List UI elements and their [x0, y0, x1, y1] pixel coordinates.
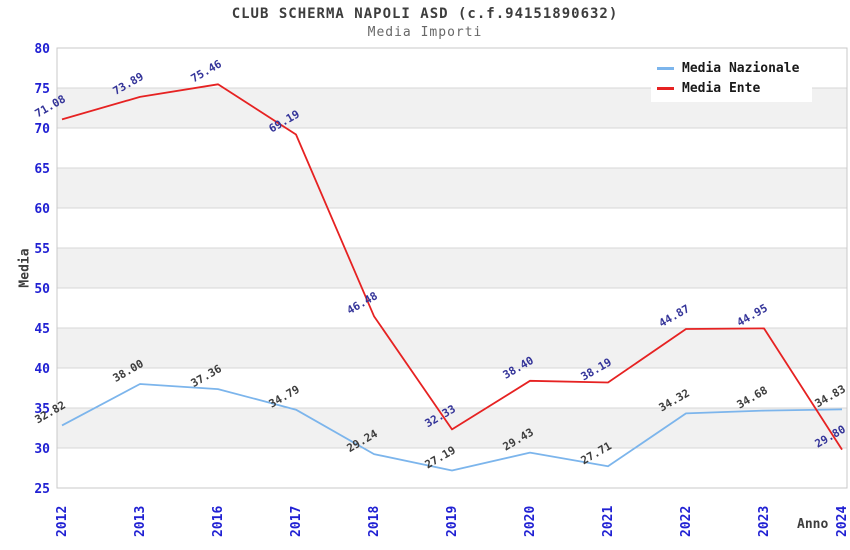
media-nazionale-line-swatch [657, 66, 674, 70]
x-tick-label: 2016 [211, 506, 226, 537]
y-tick-label: 65 [34, 162, 50, 177]
y-tick-label: 75 [34, 82, 50, 97]
x-axis-title: Anno [797, 517, 829, 532]
x-tick-label: 2024 [835, 506, 850, 537]
data-label: 44.87 [657, 302, 692, 330]
grid-band [57, 328, 847, 368]
grid-band [57, 168, 847, 208]
x-tick-label: 2012 [55, 506, 70, 537]
y-tick-label: 35 [34, 402, 50, 417]
y-tick-label: 55 [34, 242, 50, 257]
x-tick-label: 2019 [445, 506, 460, 537]
data-label: 34.68 [735, 384, 770, 412]
y-tick-label: 25 [34, 482, 50, 497]
y-tick-label: 60 [34, 202, 50, 217]
y-tick-label: 70 [34, 122, 50, 137]
y-tick-label: 40 [34, 362, 50, 377]
data-label: 75.46 [189, 57, 225, 85]
y-tick-label: 45 [34, 322, 50, 337]
legend-item-media-ente: Media Ente [657, 81, 812, 96]
x-tick-label: 2013 [133, 506, 148, 537]
chart-subtitle: Media Importi [367, 25, 483, 40]
y-axis-title: Media [17, 248, 33, 288]
media-nazionale-line [61, 383, 843, 472]
x-tick-label: 2022 [679, 506, 694, 537]
legend-item-media-nazionale: Media Nazionale [657, 61, 812, 76]
x-tick-label: 2018 [367, 506, 382, 537]
x-tick-label: 2017 [289, 506, 304, 537]
legend: Media Nazionale Media Ente [651, 54, 812, 102]
x-tick-label: 2020 [523, 506, 538, 537]
y-tick-label: 30 [34, 442, 50, 457]
data-label: 44.95 [735, 301, 770, 329]
x-tick-label: 2023 [757, 506, 772, 537]
plot-border [56, 47, 848, 489]
y-tick-label: 80 [34, 42, 50, 57]
grid-band [57, 248, 847, 288]
legend-label: Media Nazionale [682, 60, 800, 76]
data-label: 34.83 [813, 382, 848, 410]
data-label: 46.48 [345, 289, 380, 317]
media-ente-line [61, 83, 843, 451]
legend-label: Media Ente [682, 80, 761, 96]
media-ente-line-swatch [657, 86, 674, 90]
x-tick-label: 2021 [601, 506, 616, 537]
chart-title: CLUB SCHERMA NAPOLI ASD (c.f.94151890632… [231, 6, 619, 22]
y-tick-label: 50 [34, 282, 50, 297]
